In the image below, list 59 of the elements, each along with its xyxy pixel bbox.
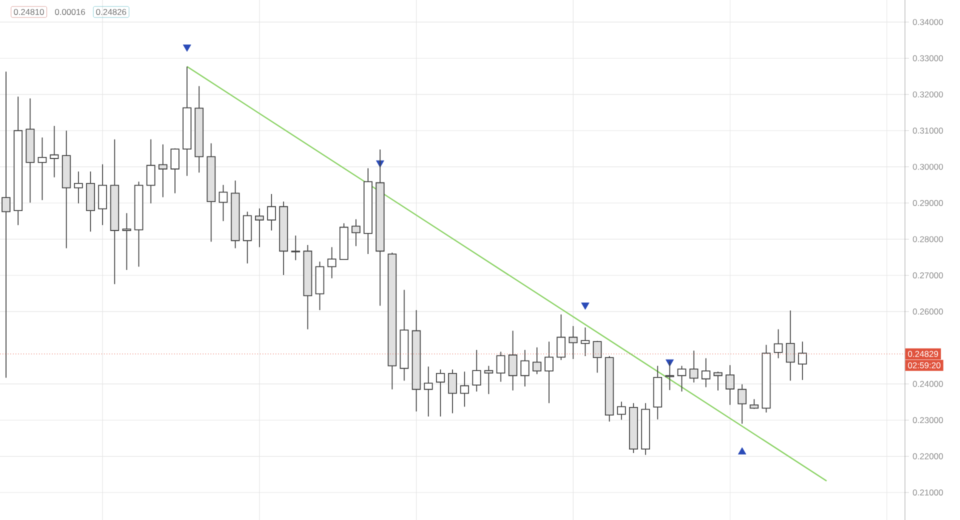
point	[182, 44, 192, 52]
y-tick-label: 0.26000	[912, 308, 943, 315]
candlestick	[327, 246, 336, 279]
candlestick	[544, 341, 554, 404]
text: 02:59:20	[908, 362, 940, 368]
y-tick-label: 0.21000	[912, 489, 943, 496]
point	[581, 302, 590, 310]
candlestick	[98, 164, 108, 226]
candlestick	[689, 350, 698, 383]
candlestick	[267, 194, 276, 231]
candlestick	[701, 358, 710, 388]
candlestick	[592, 340, 602, 374]
y-tick-label: 0.23000	[912, 417, 943, 424]
y-tick-label: 0.28000	[912, 236, 943, 242]
candlestick	[424, 366, 433, 417]
candlestick	[508, 330, 518, 391]
candlestick	[122, 212, 132, 270]
y-tick-label: 0.29000	[912, 200, 943, 206]
candlestick	[170, 148, 180, 194]
point	[666, 359, 674, 367]
candlestick	[617, 401, 626, 420]
candlestick	[665, 361, 674, 391]
candlestick	[146, 138, 156, 204]
candlestick	[74, 171, 83, 204]
candlestick	[520, 349, 530, 387]
candlestick	[472, 349, 482, 392]
annotation: 0.24810	[14, 8, 44, 15]
annotation: 0.24826	[96, 8, 126, 15]
candlestick	[158, 144, 168, 198]
candlestick	[532, 346, 542, 375]
annotation: 0.00016	[55, 8, 86, 15]
candlestick	[291, 235, 300, 261]
y-tick-label: 0.32000	[912, 91, 943, 98]
candlestick	[738, 384, 747, 424]
y-tick-label: 0.27000	[912, 272, 943, 278]
candlestick	[580, 327, 590, 357]
y-tick-label: 0.34000	[912, 19, 943, 26]
candlestick	[750, 398, 759, 410]
y-tick-label: 0.24000	[912, 380, 943, 387]
candlestick	[38, 137, 47, 201]
candlestick	[436, 369, 445, 417]
candlestick	[714, 371, 722, 391]
candlestick	[352, 218, 360, 247]
candlestick	[798, 341, 807, 380]
ref-line-label: 0.24829	[908, 350, 938, 357]
candlestick	[556, 314, 566, 361]
y-tick-label: 0.30000	[912, 164, 943, 170]
candlestick	[786, 310, 795, 382]
candlestick	[218, 184, 228, 222]
y-tick-label: 0.22000	[912, 453, 943, 460]
y-tick-label: 0.33000	[912, 55, 943, 62]
y-tick-label: 0.31000	[912, 128, 943, 134]
candlestick	[774, 328, 783, 359]
candlestick	[496, 351, 506, 382]
candlestick	[448, 369, 457, 414]
candlestick	[677, 365, 686, 392]
candlestick	[460, 371, 470, 408]
candlestick	[50, 125, 59, 178]
candlestick	[484, 365, 494, 395]
